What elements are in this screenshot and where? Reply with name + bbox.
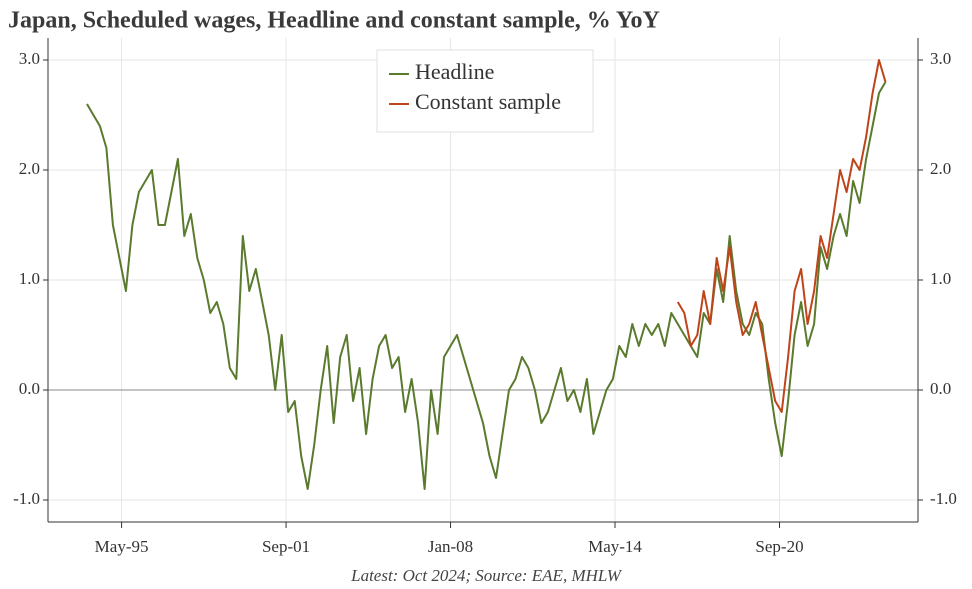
source-note: Latest: Oct 2024; Source: EAE, MHLW <box>350 566 623 585</box>
y2-tick-label: 1.0 <box>930 269 951 288</box>
y2-tick-label: 3.0 <box>930 49 951 68</box>
y2-tick-label: 0.0 <box>930 379 951 398</box>
y2-tick-label: 2.0 <box>930 159 951 178</box>
y-tick-label: 2.0 <box>19 159 40 178</box>
legend-box <box>376 49 594 133</box>
x-tick-label: May-14 <box>588 537 642 556</box>
y2-tick-label: -1.0 <box>930 489 957 508</box>
legend-label: Headline <box>415 59 494 84</box>
legend-label: Constant sample <box>415 89 561 114</box>
x-tick-label: Sep-01 <box>262 537 310 556</box>
x-tick-label: Jan-08 <box>428 537 473 556</box>
y-tick-label: -1.0 <box>13 489 40 508</box>
chart-title: Japan, Scheduled wages, Headline and con… <box>8 8 660 34</box>
x-tick-label: May-95 <box>95 537 149 556</box>
x-tick-label: Sep-20 <box>755 537 803 556</box>
series-line <box>676 59 887 413</box>
y-tick-label: 0.0 <box>19 379 40 398</box>
series-line <box>86 81 887 490</box>
y-tick-label: 3.0 <box>19 49 40 68</box>
y-tick-label: 1.0 <box>19 269 40 288</box>
